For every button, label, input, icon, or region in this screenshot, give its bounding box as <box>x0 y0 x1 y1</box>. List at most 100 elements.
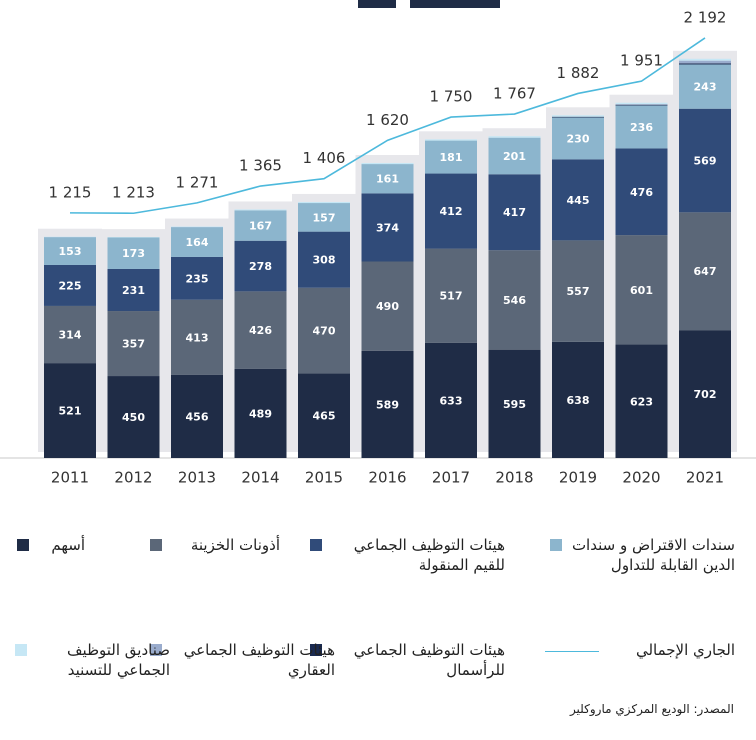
line-label: 1 365 <box>239 157 282 175</box>
legend-label: صناديق التوظيف الجماعي للتسنيد <box>67 641 170 679</box>
bar-segment <box>425 173 477 249</box>
x-tick-label: 2016 <box>368 469 406 487</box>
bar-segment <box>361 164 414 194</box>
bar-segment <box>361 350 414 458</box>
legend-swatch <box>545 651 599 652</box>
data-label: 456 <box>186 410 209 423</box>
source: المصدر: الوديع المركزي ماروكلير <box>569 702 734 716</box>
legend-swatch <box>150 539 162 551</box>
data-label: 623 <box>630 395 653 408</box>
legend-label: هيئات التوظيف الجماعي للقيم المنقولة <box>353 536 505 574</box>
bar-segment <box>552 159 604 241</box>
bar-segment <box>425 140 477 174</box>
legend-swatch <box>550 539 562 551</box>
bar-segment <box>44 305 96 364</box>
bar-segment <box>171 299 223 375</box>
x-tick-label: 2019 <box>559 469 597 487</box>
data-label: 589 <box>376 398 399 411</box>
bar-segment <box>615 104 668 106</box>
x-tick-label: 2014 <box>241 469 279 487</box>
x-tick-label: 2015 <box>305 469 343 487</box>
bar-segment <box>488 174 541 251</box>
bar-segment <box>107 268 160 312</box>
data-label: 157 <box>313 211 336 224</box>
bar-segment <box>234 209 287 211</box>
bar-segment <box>298 201 350 204</box>
x-tick-label: 2013 <box>178 469 216 487</box>
line-label: 1 750 <box>430 88 473 106</box>
bar-segment <box>298 373 350 458</box>
bar-segment <box>425 139 477 141</box>
legend-label: أسهم <box>51 536 85 554</box>
line-label: 2 192 <box>684 8 727 26</box>
legend-swatch <box>310 539 322 551</box>
bar-segment <box>107 237 160 269</box>
bar-segment <box>298 231 350 288</box>
data-label: 243 <box>694 81 717 94</box>
bar-segment <box>488 136 541 138</box>
legend-label: سندات الاقتراض و سندات الدين القابلة للت… <box>571 536 735 574</box>
bar-segment <box>552 341 604 458</box>
data-label: 201 <box>503 150 526 163</box>
bar-segment <box>171 227 223 257</box>
data-label: 173 <box>122 247 145 260</box>
data-label: 557 <box>567 285 590 298</box>
total-line <box>69 37 706 215</box>
legend-swatch <box>310 644 322 656</box>
legend-swatch <box>17 539 29 551</box>
data-label: 308 <box>313 254 336 267</box>
line-label: 1 406 <box>303 149 346 167</box>
bar-segment <box>44 264 96 306</box>
x-tick-label: 2018 <box>495 469 533 487</box>
data-label: 231 <box>122 284 145 297</box>
bar-segment <box>425 248 477 343</box>
data-label: 235 <box>186 272 209 285</box>
bar-segment <box>679 58 731 61</box>
bar-segment <box>171 226 223 228</box>
bar-segment <box>552 115 604 117</box>
bar-segment <box>171 256 223 300</box>
bar-segment <box>298 203 350 232</box>
x-tick-label: 2012 <box>114 469 152 487</box>
line-label: 1 215 <box>49 183 92 201</box>
bar-segment <box>552 116 604 118</box>
line-label: 1 271 <box>176 173 219 191</box>
data-label: 181 <box>440 151 463 164</box>
bar-segment <box>552 240 604 342</box>
data-label: 278 <box>249 260 272 273</box>
bar-segment <box>107 376 160 458</box>
bar-segment <box>234 210 287 241</box>
bar-segment <box>234 240 287 292</box>
title-fragment <box>410 0 500 8</box>
data-label: 601 <box>630 284 653 297</box>
data-label: 426 <box>249 324 272 337</box>
data-label: 638 <box>567 394 590 407</box>
bar-segment <box>679 63 731 65</box>
x-tick-label: 2021 <box>686 469 724 487</box>
bar-segment <box>615 148 668 236</box>
bar-segment <box>615 344 668 458</box>
bar-segment <box>615 104 668 105</box>
line-label: 1 767 <box>493 85 536 103</box>
data-label: 167 <box>249 220 272 233</box>
title-fragment <box>358 0 396 8</box>
bar-segment <box>615 105 668 149</box>
bar-segment <box>44 237 96 265</box>
bar-segment <box>679 108 731 213</box>
bar-segment <box>107 311 160 377</box>
data-label: 569 <box>694 155 717 168</box>
line-label: 1 620 <box>366 111 409 129</box>
legend-swatch <box>15 644 27 656</box>
line-label: 1 213 <box>112 184 155 202</box>
data-label: 450 <box>122 411 145 424</box>
bar-segment <box>615 102 668 105</box>
data-label: 445 <box>567 194 590 207</box>
data-label: 465 <box>313 410 336 423</box>
bar-segment <box>425 342 477 458</box>
data-label: 517 <box>440 290 463 303</box>
bar-segment <box>488 137 541 175</box>
data-label: 225 <box>59 279 82 292</box>
line-label: 1 882 <box>557 64 600 82</box>
data-label: 357 <box>122 338 145 351</box>
data-label: 413 <box>186 331 209 344</box>
